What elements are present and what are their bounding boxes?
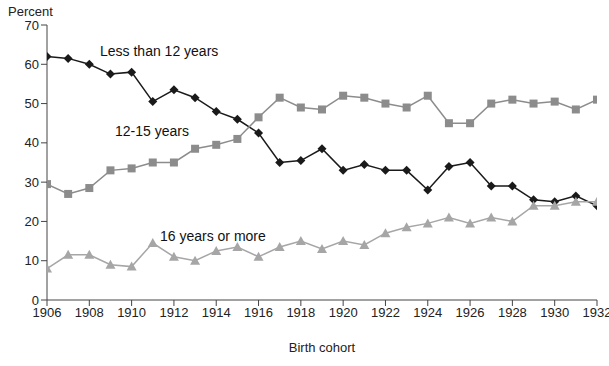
svg-text:1930: 1930 <box>540 305 569 320</box>
svg-text:30: 30 <box>25 175 39 190</box>
svg-text:60: 60 <box>25 57 39 72</box>
svg-text:1926: 1926 <box>456 305 485 320</box>
svg-text:70: 70 <box>25 18 39 33</box>
svg-text:0: 0 <box>32 293 39 308</box>
svg-text:1928: 1928 <box>498 305 527 320</box>
html-text:Birth cohort: Birth cohort <box>288 340 356 355</box>
svg-text:40: 40 <box>25 135 39 150</box>
svg-text:1910: 1910 <box>117 305 146 320</box>
svg-text:1920: 1920 <box>329 305 358 320</box>
html-text:Percent: Percent <box>8 4 53 19</box>
html-text:16 years or more: 16 years or more <box>160 228 266 244</box>
svg-text:1906: 1906 <box>32 305 62 321</box>
svg-text:1922: 1922 <box>371 305 400 320</box>
svg-text:1912: 1912 <box>159 305 188 320</box>
svg-text:1916: 1916 <box>244 305 273 320</box>
svg-text:50: 50 <box>25 96 39 111</box>
svg-text:1918: 1918 <box>286 305 315 320</box>
svg-text:1932: 1932 <box>583 305 601 320</box>
svg-text:20: 20 <box>25 214 39 229</box>
svg-text:1924: 1924 <box>413 305 442 320</box>
svg-text:1914: 1914 <box>202 305 231 320</box>
html-text:12-15 years: 12-15 years <box>115 123 189 139</box>
html-text:Less than 12 years: Less than 12 years <box>100 43 219 59</box>
svg-text:10: 10 <box>25 253 39 268</box>
svg-text:1908: 1908 <box>75 305 104 320</box>
